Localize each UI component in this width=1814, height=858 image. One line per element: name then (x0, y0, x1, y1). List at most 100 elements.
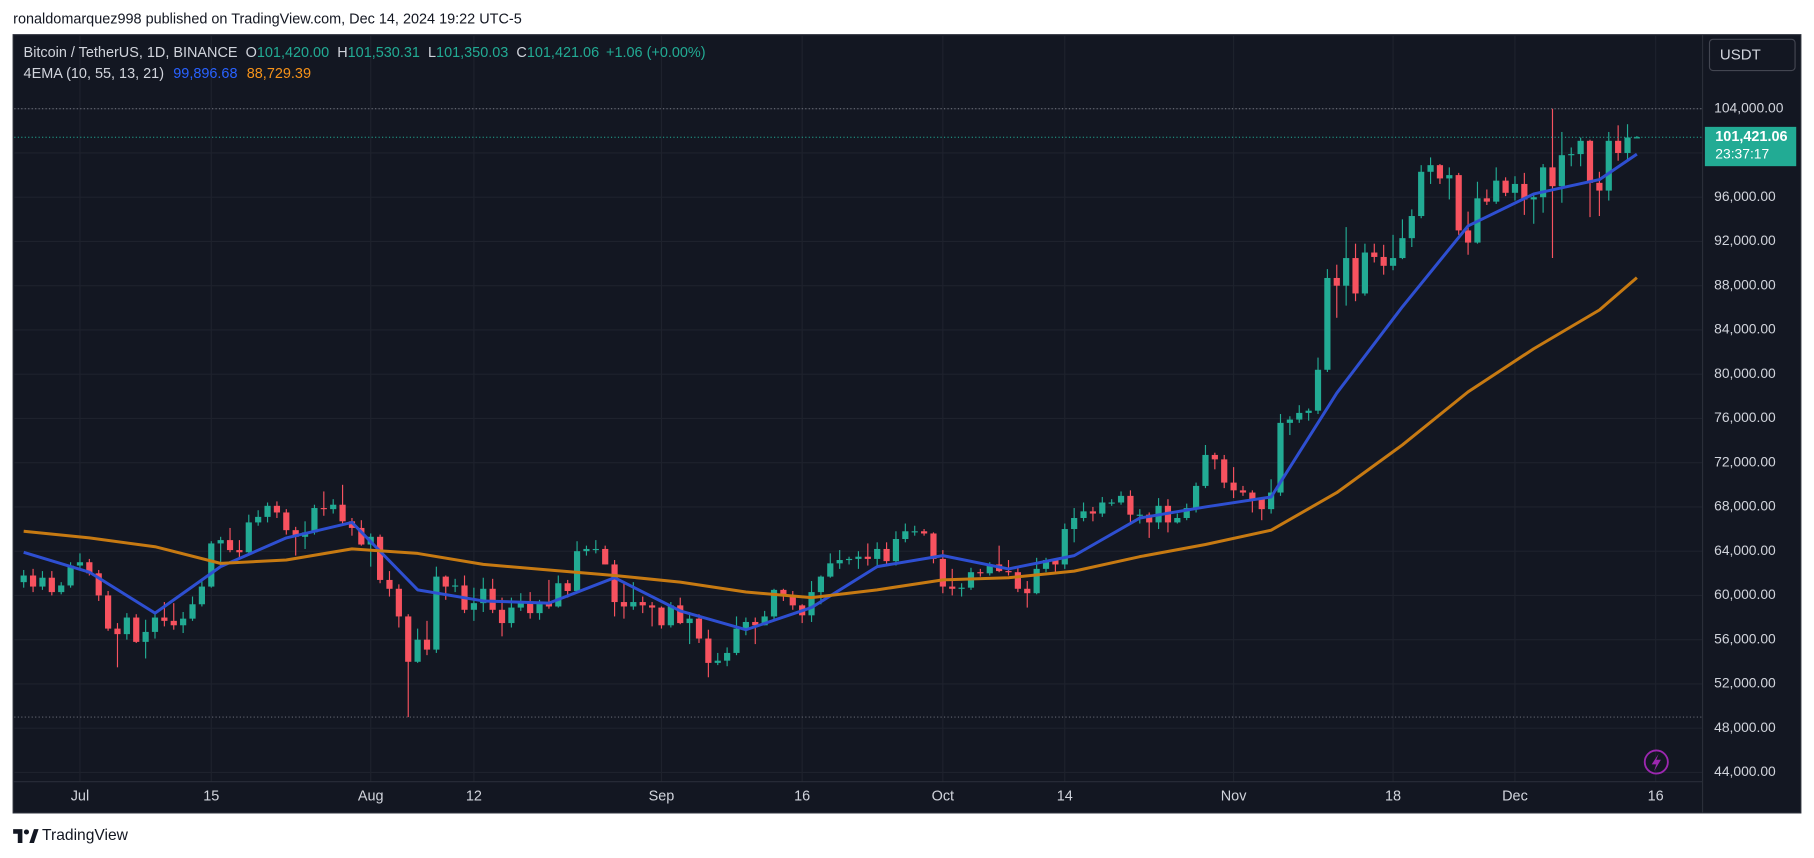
candle-body (170, 620, 177, 626)
candle-body (1511, 183, 1519, 193)
candle-body (1005, 571, 1012, 573)
candle-body (1530, 197, 1537, 200)
candle-body (1577, 140, 1584, 155)
y-tick-label: 88,000.00 (1714, 276, 1776, 292)
candle-body (1389, 258, 1397, 266)
indicator-value: 88,729.39 (247, 66, 311, 82)
candle-body (1136, 514, 1143, 516)
candle-body (1633, 137, 1640, 139)
candle-body (1605, 140, 1612, 191)
ema-line (23, 276, 1638, 600)
symbol-title: Bitcoin / TetherUS, 1D, BINANCE (24, 45, 238, 61)
candle-body (264, 505, 271, 517)
candle-body (105, 595, 112, 629)
candle-body (189, 604, 196, 619)
candle-body (949, 586, 956, 589)
candle-body (39, 577, 46, 587)
candle-body (1239, 490, 1247, 493)
candle-body (86, 562, 93, 574)
candle-body (883, 548, 890, 562)
candle-body (320, 508, 327, 510)
candle-body (1042, 560, 1050, 569)
candle-body (208, 543, 215, 587)
y-tick-label: 72,000.00 (1714, 453, 1776, 469)
candle-body (1521, 183, 1528, 200)
candle-body (911, 531, 918, 533)
candle-body (677, 605, 684, 624)
candle-body (705, 638, 712, 663)
candle-body (1277, 422, 1284, 493)
candle-body (1399, 238, 1406, 259)
candle-body (1296, 412, 1303, 420)
logo-part (23, 829, 29, 835)
candle-body (667, 605, 674, 626)
candle-body (1333, 277, 1340, 286)
candle-body (827, 563, 834, 577)
candle-body (226, 540, 234, 551)
candle-body (1033, 568, 1040, 594)
candle-body (1371, 252, 1378, 257)
alert-icon[interactable] (1643, 749, 1669, 775)
y-tick-label: 44,000.00 (1714, 763, 1776, 779)
candle-body (1455, 175, 1462, 231)
candle-body (161, 617, 168, 621)
candle-body (695, 618, 703, 639)
candle-body (770, 589, 778, 617)
candle-body (405, 616, 412, 662)
alert-bolt (1651, 753, 1661, 772)
brand-logo (13, 829, 39, 843)
candle-body (283, 512, 290, 531)
candle-body (1052, 560, 1059, 565)
candle-body (273, 505, 281, 513)
plot (14, 108, 1703, 718)
candle-body (1540, 167, 1547, 198)
candle-body (1108, 502, 1115, 504)
symbol-header: Bitcoin / TetherUS, 1D, BINANCE O101,420.… (24, 45, 706, 61)
y-tick-label: 84,000.00 (1714, 321, 1776, 337)
candle-body (1014, 572, 1021, 589)
candle-body (123, 617, 130, 635)
candle-body (508, 607, 515, 624)
candle-body (724, 652, 731, 661)
axes: 44,000.00 48,000.00 52,000.00 56,000.00 60,0… (71, 99, 1797, 805)
candle-body (1418, 171, 1425, 217)
candle-body (564, 583, 571, 591)
y-tick-label: 96,000.00 (1714, 188, 1776, 204)
candle-body (180, 618, 187, 626)
candle-body (1024, 588, 1031, 594)
candle-body (470, 603, 477, 610)
candle-body (151, 617, 159, 632)
candle-body (639, 602, 646, 606)
candle-body (845, 558, 853, 561)
quote-key: L (428, 45, 436, 61)
candle-body (348, 521, 356, 528)
candle-body (1305, 410, 1312, 413)
candle-body (442, 576, 449, 587)
candle-body (1502, 180, 1509, 193)
candle-body (114, 628, 121, 635)
quote-key: H (337, 45, 347, 61)
candle-body (330, 504, 337, 510)
candle-body (1549, 167, 1556, 187)
x-tick-label: Jul (71, 789, 89, 805)
candle-body (198, 586, 205, 605)
candle-body (789, 595, 796, 606)
candle-body (1249, 492, 1256, 500)
candle-body (939, 558, 946, 587)
y-tick-label: 56,000.00 (1714, 630, 1776, 646)
y-tick-label: 76,000.00 (1714, 409, 1776, 425)
currency-button[interactable] (1708, 38, 1796, 72)
candle-body (1221, 459, 1228, 483)
candle-body (1183, 508, 1190, 518)
last-price-label: 101,421.06 (1715, 129, 1787, 145)
candle-body (1361, 252, 1369, 294)
candle-body (20, 575, 27, 583)
candle-body (1380, 256, 1387, 266)
candle-body (855, 556, 862, 559)
x-tick-label: 15 (203, 789, 219, 805)
candle-body (592, 548, 599, 551)
candle-body (1192, 485, 1200, 509)
candle-body (1202, 454, 1209, 486)
